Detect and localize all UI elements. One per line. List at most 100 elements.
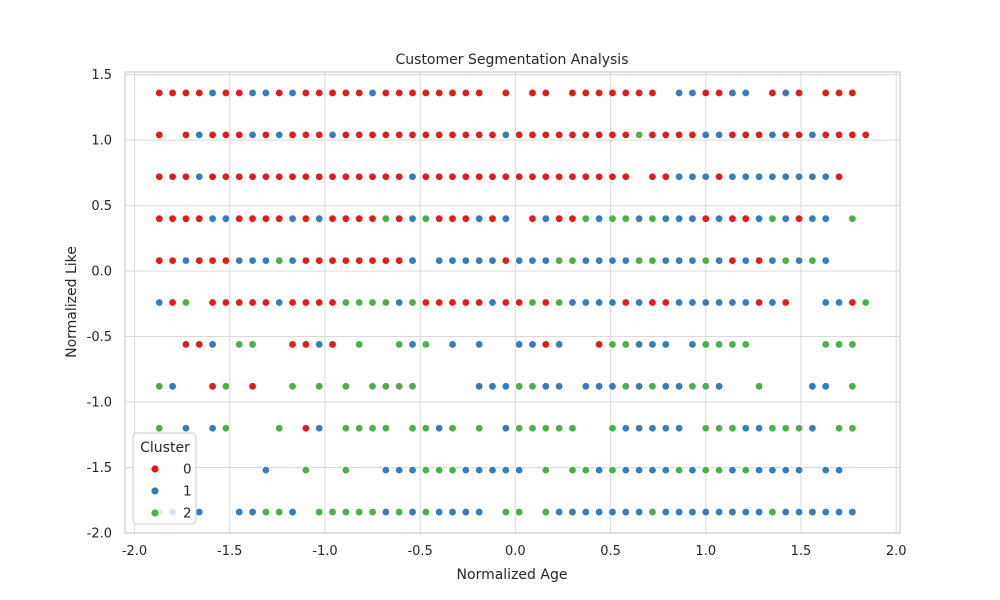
data-point-cluster-1 <box>408 340 417 349</box>
data-point-cluster-1 <box>808 214 817 223</box>
data-point-cluster-1 <box>661 340 670 349</box>
data-point-cluster-2 <box>501 507 511 517</box>
data-point-cluster-0 <box>341 88 351 98</box>
data-point-cluster-1 <box>768 298 777 307</box>
data-point-cluster-0 <box>474 130 484 140</box>
y-tick-label: 1.0 <box>91 134 112 149</box>
data-point-cluster-1 <box>741 507 750 517</box>
data-point-cluster-2 <box>608 465 617 475</box>
data-point-cluster-1 <box>235 256 244 265</box>
data-point-cluster-0 <box>168 88 177 98</box>
data-point-cluster-1 <box>381 507 391 517</box>
data-point-cluster-2 <box>395 507 404 517</box>
data-point-cluster-0 <box>661 298 670 307</box>
legend: Cluster 0 1 2 <box>132 432 197 525</box>
data-point-cluster-2 <box>528 424 537 433</box>
data-point-cluster-0 <box>315 88 324 98</box>
data-point-cluster-2 <box>648 382 657 391</box>
data-point-cluster-0 <box>368 256 377 265</box>
y-axis-label: Normalized Like <box>64 246 80 358</box>
data-point-cluster-0 <box>608 88 617 98</box>
data-point-cluster-1 <box>474 256 484 265</box>
data-point-cluster-1 <box>714 256 724 265</box>
data-point-cluster-0 <box>821 88 830 98</box>
data-point-cluster-2 <box>355 298 364 307</box>
data-point-cluster-1 <box>594 298 604 307</box>
data-point-cluster-1 <box>621 465 630 475</box>
data-point-cluster-0 <box>621 130 630 140</box>
data-point-cluster-0 <box>355 172 364 181</box>
data-point-cluster-2 <box>474 424 484 433</box>
data-point-cluster-1 <box>634 298 644 307</box>
x-tick-label: -2.0 <box>122 544 147 559</box>
data-point-cluster-1 <box>714 507 724 517</box>
data-point-cluster-2 <box>408 298 417 307</box>
y-tick-label: -2.0 <box>87 527 112 542</box>
data-point-cluster-1 <box>474 214 484 223</box>
data-point-cluster-0 <box>421 88 431 98</box>
data-point-cluster-0 <box>448 88 457 98</box>
legend-title: Cluster <box>140 440 190 456</box>
data-point-cluster-2 <box>728 340 737 349</box>
data-point-cluster-0 <box>328 256 337 265</box>
legend-label-cluster-2: 2 <box>183 506 192 522</box>
data-point-cluster-1 <box>461 465 471 475</box>
data-point-cluster-1 <box>581 507 591 517</box>
data-point-cluster-0 <box>648 172 657 181</box>
data-point-cluster-1 <box>474 465 484 475</box>
data-point-cluster-1 <box>794 172 804 181</box>
data-point-cluster-0 <box>421 298 431 307</box>
data-point-cluster-2 <box>248 340 257 349</box>
data-point-cluster-1 <box>408 507 417 517</box>
data-point-cluster-0 <box>235 214 244 223</box>
data-point-cluster-2 <box>155 382 164 391</box>
data-point-cluster-0 <box>461 214 471 223</box>
data-point-cluster-0 <box>461 298 471 307</box>
data-point-cluster-2 <box>781 256 790 265</box>
data-point-cluster-1 <box>808 507 817 517</box>
data-point-cluster-1 <box>315 214 324 223</box>
data-point-cluster-0 <box>328 214 337 223</box>
data-point-cluster-0 <box>634 88 644 98</box>
data-point-cluster-0 <box>541 130 551 140</box>
data-point-cluster-0 <box>848 88 857 98</box>
data-point-cluster-0 <box>221 256 231 265</box>
data-point-cluster-0 <box>434 298 444 307</box>
legend-label-cluster-0: 0 <box>183 462 192 478</box>
data-point-cluster-2 <box>395 340 404 349</box>
data-point-cluster-2 <box>328 507 337 517</box>
data-point-cluster-2 <box>381 214 391 223</box>
data-point-cluster-1 <box>648 340 657 349</box>
data-point-cluster-1 <box>568 298 577 307</box>
data-point-cluster-0 <box>754 256 764 265</box>
data-point-cluster-2 <box>221 382 231 391</box>
data-point-cluster-1 <box>554 382 564 391</box>
points <box>155 88 870 517</box>
data-point-cluster-1 <box>248 130 257 140</box>
y-tick-label: 0.5 <box>91 199 112 214</box>
data-point-cluster-0 <box>341 130 351 140</box>
data-point-cluster-1 <box>488 298 497 307</box>
data-point-cluster-0 <box>355 214 364 223</box>
data-point-cluster-2 <box>554 424 564 433</box>
data-point-cluster-0 <box>608 172 617 181</box>
data-point-cluster-2 <box>728 424 737 433</box>
data-point-cluster-0 <box>275 172 284 181</box>
data-point-cluster-0 <box>501 298 511 307</box>
data-point-cluster-1 <box>674 214 684 223</box>
data-point-cluster-1 <box>821 507 830 517</box>
data-point-cluster-0 <box>448 214 457 223</box>
data-point-cluster-1 <box>701 507 710 517</box>
x-tick-label: 1.5 <box>791 544 812 559</box>
data-point-cluster-2 <box>714 465 724 475</box>
data-point-cluster-0 <box>781 130 790 140</box>
data-point-cluster-0 <box>315 256 324 265</box>
data-point-cluster-1 <box>261 465 271 475</box>
data-point-cluster-0 <box>381 88 391 98</box>
data-point-cluster-0 <box>301 172 311 181</box>
data-point-cluster-1 <box>768 465 777 475</box>
data-point-cluster-0 <box>781 298 790 307</box>
data-point-cluster-2 <box>701 340 710 349</box>
data-point-cluster-0 <box>261 214 271 223</box>
data-point-cluster-1 <box>474 340 484 349</box>
